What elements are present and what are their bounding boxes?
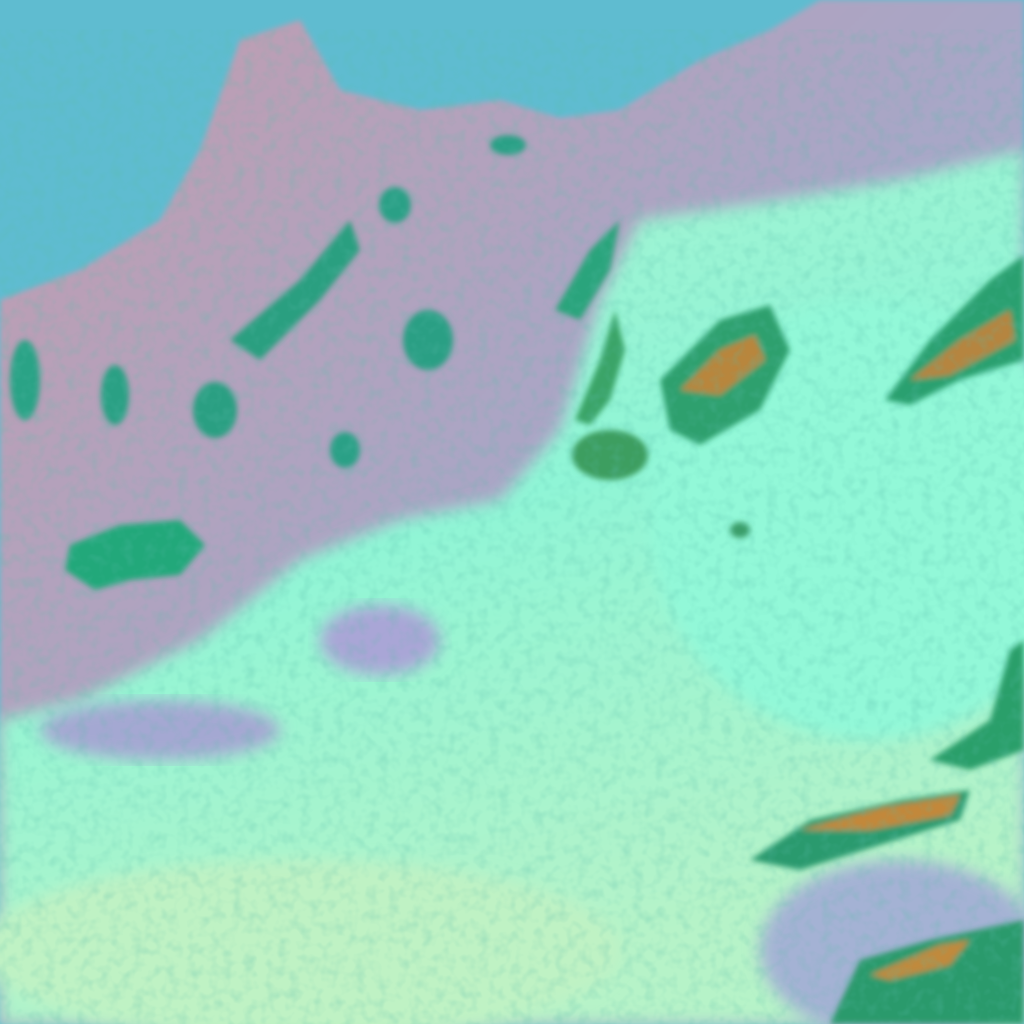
texture xyxy=(0,120,1024,1024)
